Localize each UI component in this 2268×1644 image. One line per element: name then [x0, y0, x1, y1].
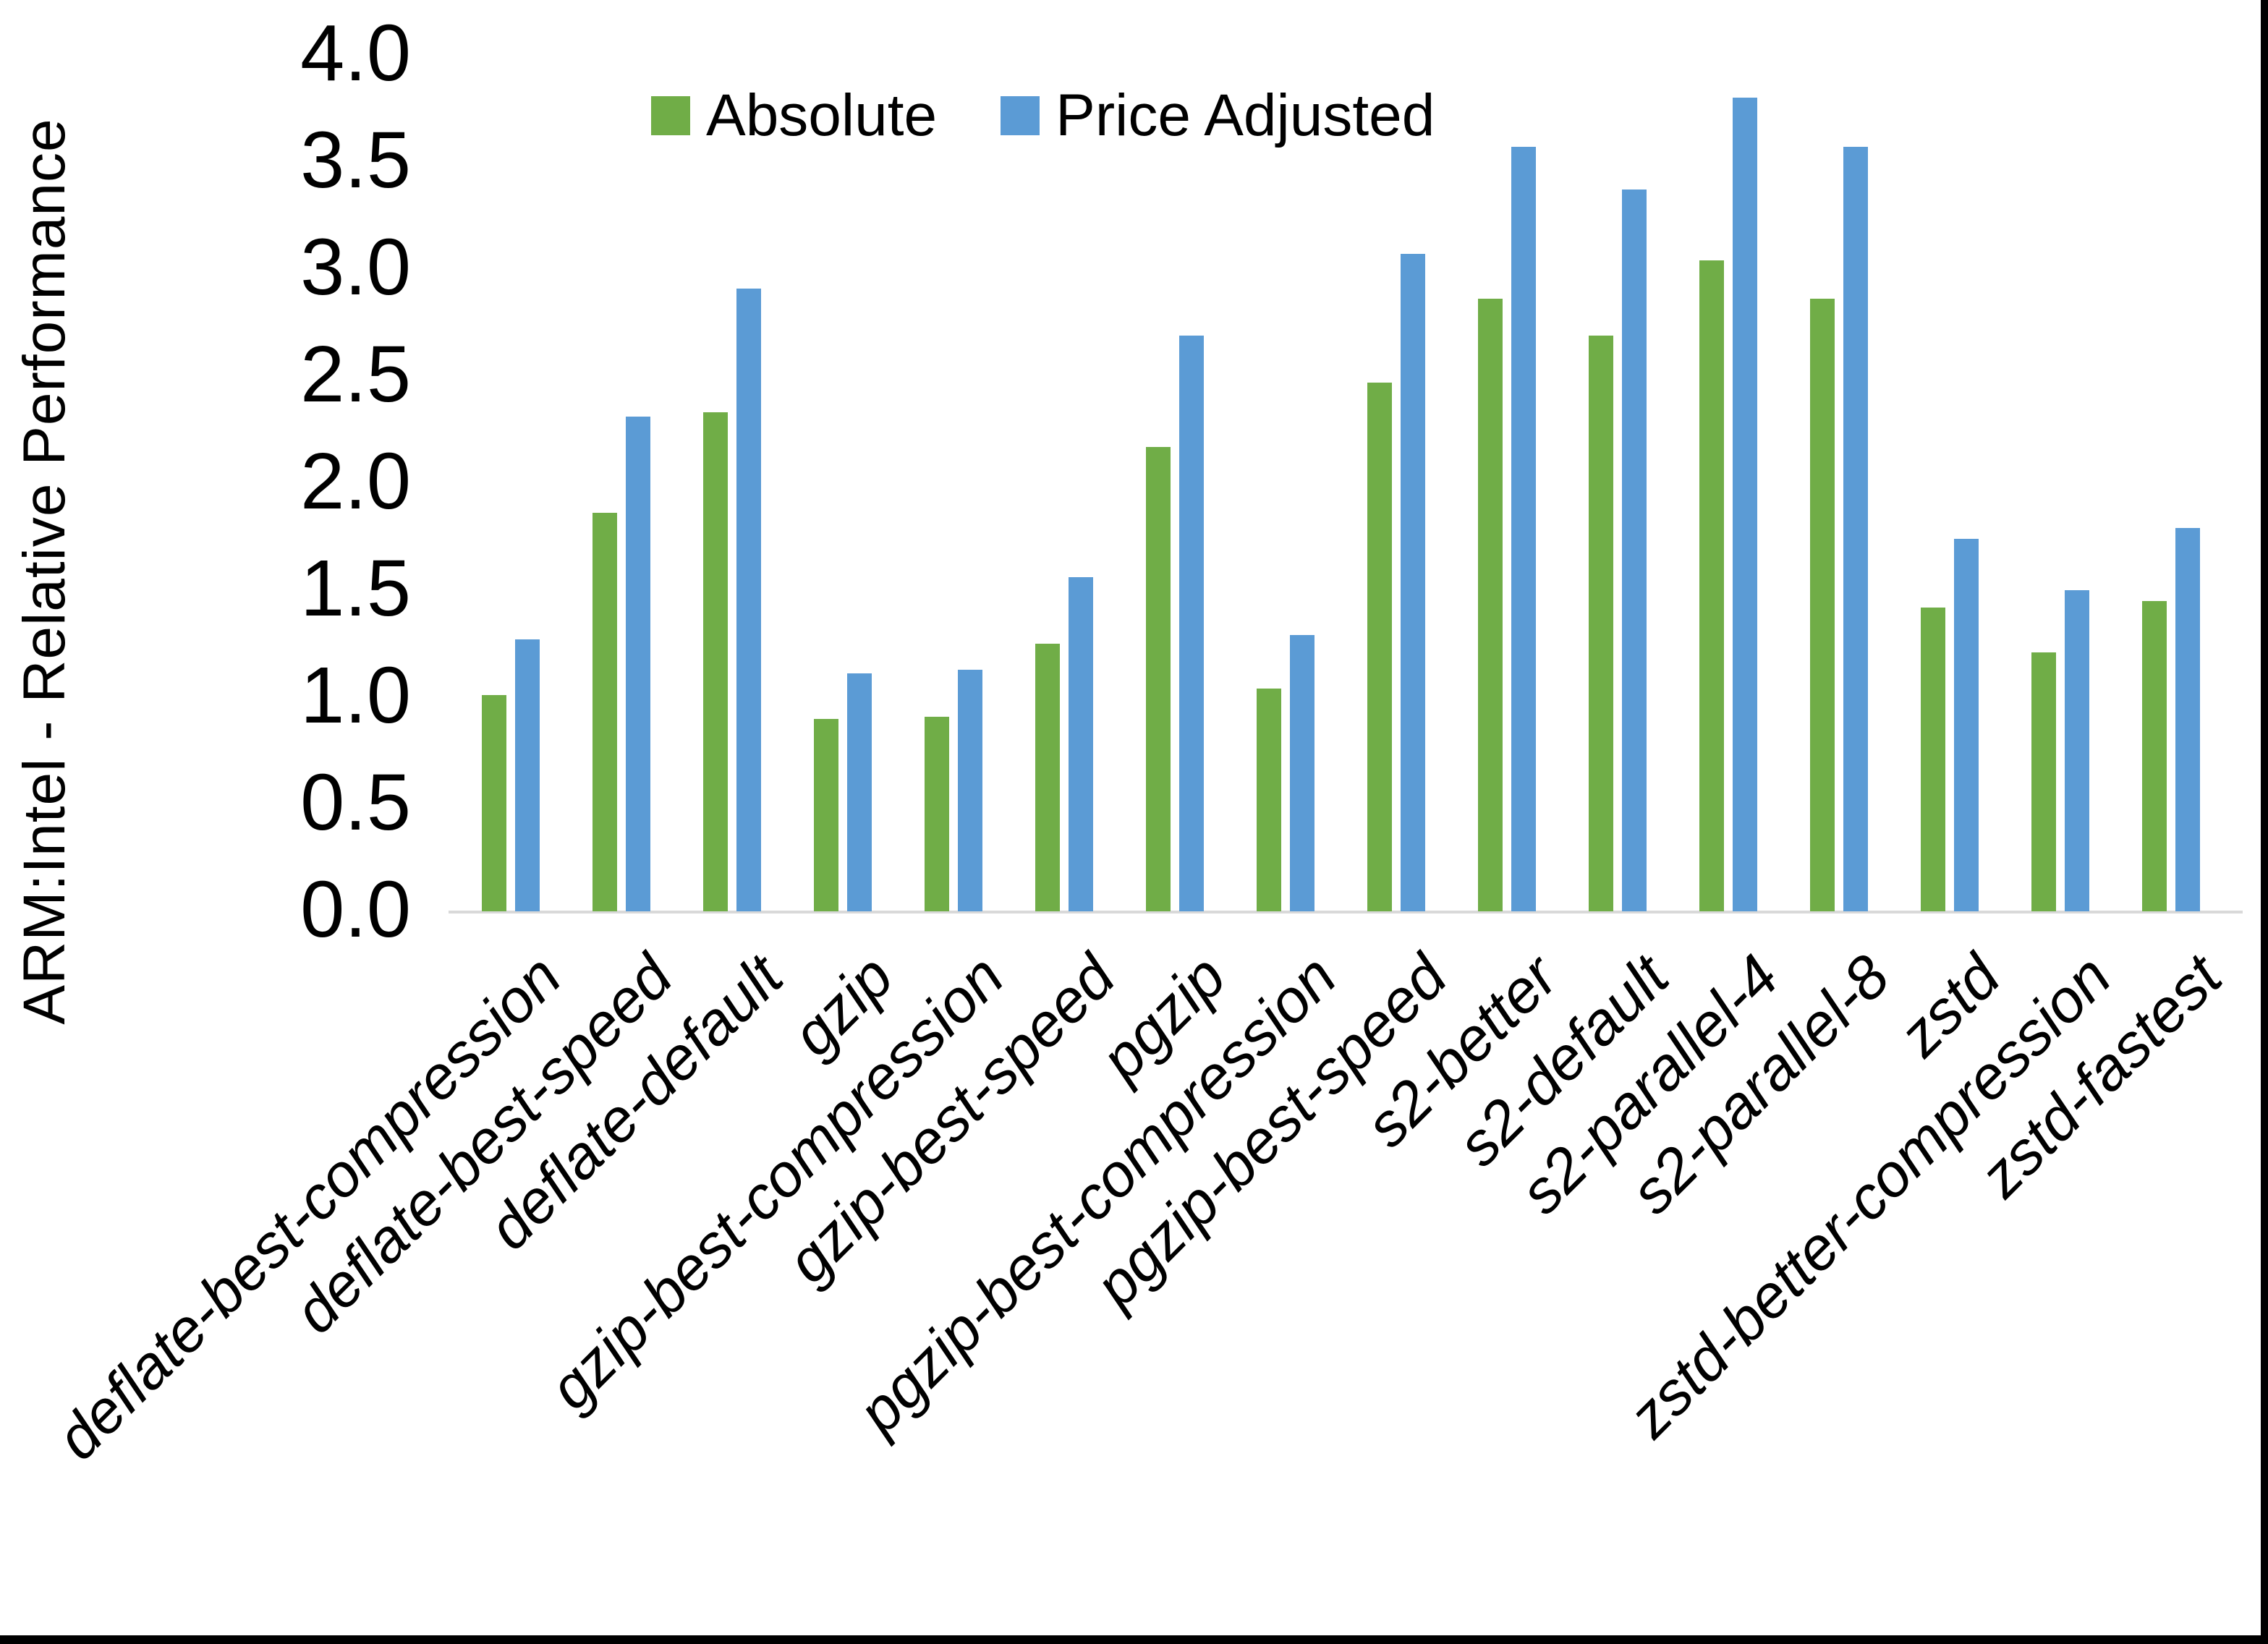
bar-price-adjusted-gzip [846, 673, 872, 911]
bar-absolute-s2-parallel-4 [1699, 260, 1724, 911]
bar-absolute-deflate-best-speed [592, 513, 617, 911]
bar-absolute-gzip-best-compression [924, 716, 949, 911]
bar-price-adjusted-pgzip [1178, 335, 1204, 911]
bar-price-adjusted-deflate-default [736, 288, 761, 911]
bar-price-adjusted-zstd [1953, 538, 1979, 911]
bar-absolute-pgzip [1145, 446, 1171, 911]
legend-label-price-adjusted: Price Adjusted [1056, 82, 1435, 148]
bar-price-adjusted-gzip-best-compression [957, 669, 982, 911]
bar-absolute-pgzip-best-compression [1256, 689, 1281, 911]
y-axis-tick-label: 0.5 [300, 757, 411, 847]
y-axis-tick-label: 3.0 [300, 222, 411, 312]
bar-price-adjusted-deflate-best-compression [514, 639, 540, 911]
y-axis-title: ARM:Intel - Relative Performance [12, 118, 77, 1025]
legend-item-absolute: Absolute [651, 82, 937, 150]
bar-absolute-gzip-best-speed [1035, 644, 1060, 911]
bar-price-adjusted-s2-parallel-8 [1843, 147, 1868, 911]
legend-label-absolute: Absolute [706, 82, 938, 148]
image-bottom-border [0, 1635, 2268, 1644]
bar-absolute-deflate-default [702, 412, 728, 911]
bar-price-adjusted-zstd-fastest [2175, 528, 2200, 911]
bar-absolute-zstd [1920, 607, 1945, 911]
legend-item-price-adjusted: Price Adjusted [1001, 82, 1435, 150]
y-axis-tick-label: 0.0 [300, 864, 411, 954]
image-right-border [2261, 0, 2268, 1644]
y-axis-tick-label: 1.5 [300, 543, 411, 633]
bar-price-adjusted-s2-better [1511, 147, 1536, 911]
bar-price-adjusted-gzip-best-speed [1068, 577, 1093, 911]
bar-absolute-gzip [813, 718, 838, 911]
bar-price-adjusted-deflate-best-speed [625, 417, 650, 911]
bar-absolute-zstd-fastest [2141, 600, 2167, 911]
bar-absolute-pgzip-best-speed [1367, 382, 1392, 911]
x-axis-line [449, 911, 2243, 913]
bar-absolute-s2-parallel-8 [1809, 299, 1835, 911]
bar-price-adjusted-s2-default [1621, 189, 1647, 911]
legend: Absolute Price Adjusted [651, 82, 1435, 148]
y-axis-tick-label: 3.5 [300, 115, 411, 205]
bar-absolute-deflate-best-compression [481, 695, 506, 911]
bar-price-adjusted-zstd-better-compression [2064, 590, 2089, 911]
y-axis-tick-label: 4.0 [300, 8, 411, 98]
y-axis-tick-label: 2.5 [300, 329, 411, 419]
bar-absolute-s2-better [1477, 299, 1503, 911]
legend-swatch-absolute-icon [651, 96, 690, 135]
bar-price-adjusted-pgzip-best-speed [1400, 254, 1425, 911]
bar-price-adjusted-pgzip-best-compression [1289, 635, 1314, 911]
bar-price-adjusted-s2-parallel-4 [1732, 98, 1757, 911]
y-axis-tick-label: 1.0 [300, 650, 411, 740]
bar-absolute-s2-default [1588, 335, 1613, 911]
legend-swatch-price-adjusted-icon [1001, 96, 1040, 135]
y-axis-tick-label: 2.0 [300, 436, 411, 526]
bar-absolute-zstd-better-compression [2031, 652, 2056, 911]
